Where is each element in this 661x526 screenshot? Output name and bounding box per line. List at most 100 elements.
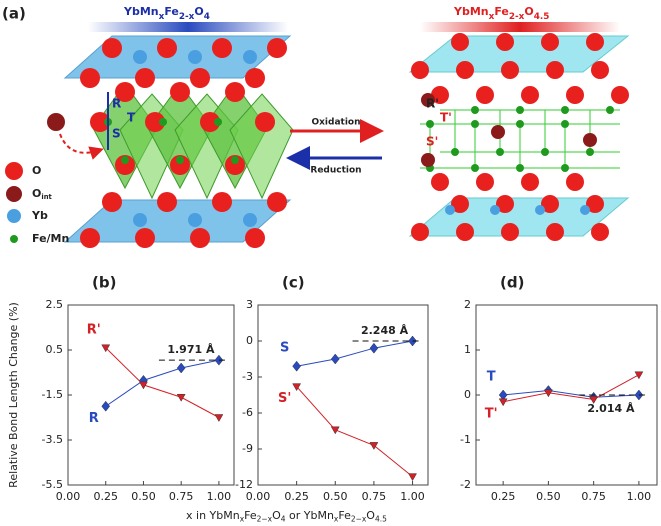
oxygen-atom — [451, 195, 469, 213]
legend-swatch — [7, 209, 21, 223]
fe-atom — [176, 156, 184, 164]
y-tick-label: 3 — [246, 298, 253, 311]
oxygen-atom — [431, 86, 449, 104]
legend-label: Oint — [32, 187, 53, 201]
x-tick-label: 0.00 — [246, 490, 271, 503]
text-part: YbMn — [123, 5, 159, 18]
y-tick-label: 2.5 — [46, 298, 64, 311]
y-tick-label: 0 — [464, 388, 471, 401]
oxygen-atom — [541, 33, 559, 51]
text-part: Fe — [494, 5, 509, 18]
x-tick-label: 1.00 — [207, 490, 232, 503]
oxygen-atom — [115, 82, 135, 102]
legend-swatch — [6, 186, 22, 202]
oxygen-atom — [135, 228, 155, 248]
oxygen-atom — [456, 61, 474, 79]
x-tick-label: 0.00 — [56, 490, 81, 503]
text-part: Yb — [31, 209, 48, 222]
oxygen-atom — [145, 112, 165, 132]
x-tick-label: 0.50 — [323, 490, 348, 503]
subscript: 2−x — [257, 514, 273, 523]
series-label: T — [487, 370, 496, 385]
text-part: or YbMn — [286, 509, 334, 522]
yb-atom — [188, 50, 202, 64]
bond-label: R' — [426, 97, 439, 111]
x-tick-label: 0.50 — [536, 490, 561, 503]
y-tick-label: 0 — [246, 334, 253, 347]
oxygen-atom — [200, 112, 220, 132]
subscript: x — [159, 11, 165, 21]
fe-atom — [561, 120, 569, 128]
oxygen-atom — [496, 195, 514, 213]
oxygen-atom — [586, 195, 604, 213]
y-tick-label: -5.5 — [42, 478, 63, 491]
subscript: 4 — [204, 11, 210, 21]
title-gradient — [420, 22, 620, 32]
structure-title: YbMnxFe2-xO4 — [123, 5, 210, 21]
oxygen-atom — [90, 112, 110, 132]
annotation: 2.248 Å — [361, 324, 409, 337]
fe-atom — [471, 120, 479, 128]
subscript: int — [41, 193, 52, 201]
series-line — [105, 359, 220, 407]
oxygen-atom — [456, 223, 474, 241]
triangle-marker — [589, 396, 599, 405]
bond-label: R — [112, 97, 121, 111]
subscript: 4.5 — [375, 514, 387, 523]
x-tick-label: 0.50 — [131, 490, 156, 503]
diamond-marker — [292, 360, 301, 372]
annotation: 2.014 Å — [587, 402, 635, 415]
yb-atom — [445, 205, 455, 215]
series-label: R' — [87, 322, 101, 337]
y-tick-label: -3.5 — [42, 433, 63, 446]
fe-atom — [516, 120, 524, 128]
oxygen-atom — [267, 192, 287, 212]
oxygen-atom — [566, 173, 584, 191]
y-tick-label: 1 — [464, 343, 471, 356]
oxygen-atom — [501, 223, 519, 241]
oxygen-atom — [157, 38, 177, 58]
x-tick-label: 0.75 — [362, 490, 387, 503]
fe-atom — [451, 148, 459, 156]
series-label: S — [280, 341, 289, 356]
panel-label: (d) — [500, 274, 524, 292]
y-tick-label: 2 — [464, 298, 471, 311]
x-tick-label: 0.25 — [93, 490, 118, 503]
reduction-label: Reduction — [310, 166, 361, 176]
x-tick-label: 0.75 — [169, 490, 194, 503]
legend-label: O — [32, 164, 41, 177]
title-gradient — [88, 22, 288, 32]
fe-atom — [541, 148, 549, 156]
text-part: Fe — [338, 509, 351, 522]
panel-label: (a) — [2, 5, 26, 23]
diamond-marker — [369, 342, 379, 354]
yb-atom — [243, 213, 257, 227]
fe-atom — [426, 120, 434, 128]
y-axis-label: Relative Bond Length Change (%) — [7, 302, 20, 488]
text-part: Fe — [164, 5, 179, 18]
subscript: 2-x — [509, 11, 525, 21]
yb-atom — [535, 205, 545, 215]
legend-swatch — [5, 162, 23, 180]
oxygen-atom — [245, 228, 265, 248]
y-tick-label: 0.5 — [46, 343, 64, 356]
text-part: O — [524, 5, 533, 18]
fe-atom — [231, 156, 239, 164]
diamond-marker — [176, 362, 186, 374]
triangle-marker — [369, 442, 379, 450]
subscript: 2−x — [351, 514, 367, 523]
text-part: O — [32, 187, 41, 200]
bond-label: S — [112, 127, 121, 141]
oxygen-atom — [411, 61, 429, 79]
triangle-marker — [214, 414, 224, 423]
yb-atom — [243, 50, 257, 64]
x-tick-label: 0.75 — [581, 490, 606, 503]
subscript: 4 — [281, 514, 286, 523]
fe-atom — [561, 164, 569, 172]
triangle-marker — [292, 383, 302, 392]
y-tick-label: -12 — [235, 478, 253, 491]
oxygen-atom — [501, 61, 519, 79]
triangle-marker — [408, 473, 417, 482]
oxygen-atom — [115, 155, 135, 175]
